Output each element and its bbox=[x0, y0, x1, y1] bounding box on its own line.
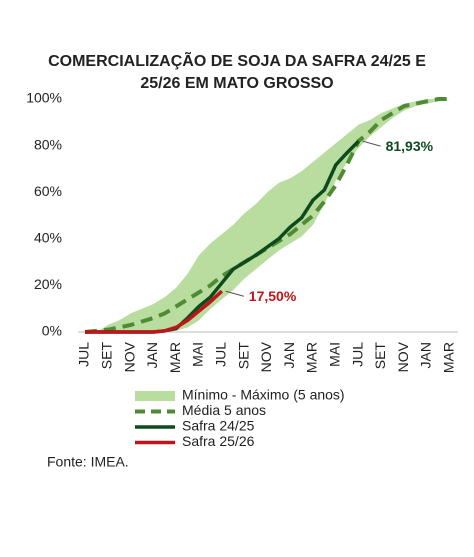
x-tick-label: MAI bbox=[327, 342, 343, 367]
average-line bbox=[84, 97, 450, 334]
annotation-line bbox=[225, 290, 244, 297]
x-tick-label: MAR bbox=[441, 342, 457, 373]
annotation-line bbox=[362, 140, 381, 147]
source: Fonte: IMEA. bbox=[47, 454, 129, 470]
x-tick-label: MAI bbox=[190, 342, 206, 367]
x-tick-label: MAR bbox=[167, 342, 183, 373]
legend-swatch bbox=[135, 391, 175, 401]
min-max-band bbox=[85, 99, 450, 332]
x-tick-label: SET bbox=[372, 342, 388, 370]
y-tick-label: 0% bbox=[42, 323, 62, 339]
y-tick-label: 100% bbox=[26, 90, 62, 106]
value-label: 17,50% bbox=[249, 288, 297, 304]
season-line bbox=[85, 289, 223, 334]
x-tick-label: NOV bbox=[258, 341, 274, 372]
legend-label: Média 5 anos bbox=[182, 402, 266, 418]
x-tick-label: SET bbox=[235, 342, 251, 370]
x-tick-label: NOV bbox=[121, 341, 137, 372]
y-tick-label: 40% bbox=[34, 230, 62, 246]
x-tick-label: JUL bbox=[349, 342, 365, 367]
x-tick-label: JAN bbox=[418, 342, 434, 368]
x-tick-label: NOV bbox=[395, 341, 411, 372]
y-tick-label: 80% bbox=[34, 136, 62, 152]
x-tick-label: SET bbox=[99, 342, 115, 370]
y-tick-label: 60% bbox=[34, 183, 62, 199]
legend-label: Safra 25/26 bbox=[182, 433, 255, 449]
chart-title: 25/26 EM MATO GROSSO bbox=[140, 75, 333, 92]
x-tick-label: JUL bbox=[213, 342, 229, 367]
legend-label: Mínimo - Máximo (5 anos) bbox=[182, 387, 345, 403]
x-tick-label: JAN bbox=[281, 342, 297, 368]
x-tick-label: MAR bbox=[304, 342, 320, 373]
x-tick-label: JAN bbox=[144, 342, 160, 368]
x-tick-label: JUL bbox=[76, 342, 92, 367]
chart-title: COMERCIALIZAÇÃO DE SOJA DA SAFRA 24/25 E bbox=[48, 50, 426, 70]
legend-label: Safra 24/25 bbox=[182, 418, 255, 434]
y-tick-label: 20% bbox=[34, 276, 62, 292]
value-label: 81,93% bbox=[386, 138, 434, 154]
